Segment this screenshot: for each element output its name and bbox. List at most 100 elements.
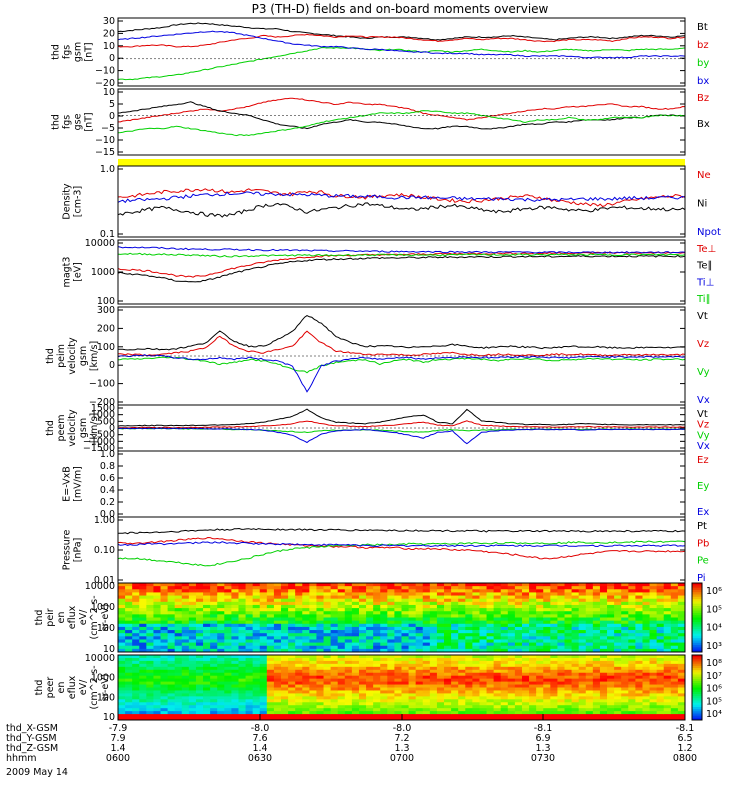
spectrogram-cell (408, 708, 417, 712)
spectrogram-cell (436, 675, 445, 680)
spectrogram-cell (231, 608, 239, 612)
spectrogram-cell (344, 633, 353, 637)
spectrogram-cell (273, 702, 282, 706)
y-tick-label: 1.0 (100, 164, 115, 175)
spectrogram-cell (472, 642, 480, 647)
spectrogram-cell (543, 642, 551, 647)
spectrogram-cell (351, 589, 360, 593)
spectrogram-cell (181, 669, 190, 674)
spectrogram-cell (394, 717, 402, 721)
spectrogram-cell (436, 589, 445, 593)
spectrogram-cell (245, 696, 254, 700)
spectrogram-cell (188, 611, 197, 615)
footer-value: -8.0 (251, 723, 270, 734)
spectrogram-cell (607, 636, 615, 640)
spectrogram-cell (160, 717, 169, 721)
spectrogram-cell (174, 639, 183, 644)
spectrogram-cell (415, 592, 424, 597)
spectrogram-cell (153, 589, 162, 593)
spectrogram-cell (401, 626, 410, 631)
series-line-vt (118, 315, 686, 351)
spectrogram-cell (628, 696, 636, 700)
spectrogram-cell (543, 681, 551, 686)
spectrogram-cell (281, 717, 289, 721)
spectrogram-cell (337, 633, 346, 637)
spectrogram-cell (635, 684, 643, 688)
spectrogram-cell (387, 595, 395, 600)
spectrogram-cell (663, 678, 672, 683)
spectrogram-cell (415, 614, 424, 618)
spectrogram-cell (578, 589, 587, 593)
spectrogram-cell (677, 705, 686, 709)
spectrogram-cell (585, 623, 594, 628)
spectrogram-cell (592, 620, 601, 625)
spectrogram-cell (373, 648, 381, 653)
spectrogram-cell (401, 630, 410, 634)
spectrogram-cell (521, 626, 530, 631)
spectrogram-cell (444, 672, 452, 677)
spectrogram-cell (252, 705, 261, 709)
spectrogram-cell (174, 690, 183, 694)
spectrogram-cell (224, 614, 232, 618)
spectrogram-cell (479, 690, 488, 694)
spectrogram-cell (139, 623, 147, 628)
spectrogram-cell (323, 678, 332, 683)
spectrogram-cell (252, 586, 261, 590)
spectrogram-cell (408, 672, 417, 677)
spectrogram-cell (181, 611, 190, 615)
spectrogram-cell (529, 614, 537, 618)
colorbar-step (692, 655, 702, 658)
spectrogram-cell (614, 630, 622, 634)
spectrogram-cell (273, 693, 282, 697)
spectrogram-cell (479, 717, 488, 721)
spectrogram-cell (514, 595, 523, 600)
spectrogram-cell (174, 601, 183, 606)
colorbar-step (692, 642, 702, 646)
spectrogram-cell (167, 699, 176, 703)
spectrogram-cell (514, 608, 523, 612)
spectrogram-cell (160, 608, 169, 612)
spectrogram-cell (132, 693, 140, 697)
y-tick-label: 10 (103, 644, 115, 655)
spectrogram-cell (401, 639, 410, 644)
spectrogram-cell (302, 669, 310, 674)
spectrogram-cell (373, 666, 381, 671)
spectrogram-cell (380, 595, 388, 600)
spectrogram-cell (564, 693, 573, 697)
y-tick-label: 0 (109, 53, 115, 64)
spectrogram-cell (536, 601, 544, 606)
spectrogram-cell (146, 598, 154, 603)
spectrogram-cell (578, 675, 587, 680)
spectrogram-cell (656, 592, 665, 597)
spectrogram-cell (550, 699, 558, 703)
spectrogram-cell (550, 636, 558, 640)
spectrogram-cell (479, 672, 488, 677)
spectrogram-cell (557, 636, 566, 640)
spectrogram-cell (302, 696, 310, 700)
spectrogram-cell (153, 657, 162, 662)
spectrogram-cell (203, 620, 211, 625)
spectrogram-cell (295, 620, 303, 625)
spectrogram-cell (670, 636, 679, 640)
spectrogram-cell (465, 702, 473, 706)
spectrogram-cell (415, 660, 424, 665)
spectrogram-cell (401, 714, 410, 718)
spectrogram-cell (656, 690, 665, 694)
spectrogram-cell (543, 655, 551, 659)
spectrogram-cell (436, 620, 445, 625)
spectrogram-cell (451, 617, 459, 622)
spectrogram-cell (436, 705, 445, 709)
spectrogram-cell (288, 598, 296, 603)
spectrogram-cell (281, 620, 289, 625)
spectrogram-cell (288, 687, 296, 691)
spectrogram-cell (153, 648, 162, 653)
spectrogram-cell (210, 601, 218, 606)
spectrogram-cell (210, 663, 218, 668)
spectrogram-cell (635, 711, 643, 715)
spectrogram-cell (663, 672, 672, 677)
spectrogram-cell (663, 642, 672, 647)
spectrogram-cell (203, 626, 211, 631)
colorbar-step (692, 603, 702, 607)
spectrogram-cell (642, 608, 651, 612)
spectrogram-cell (302, 633, 310, 637)
